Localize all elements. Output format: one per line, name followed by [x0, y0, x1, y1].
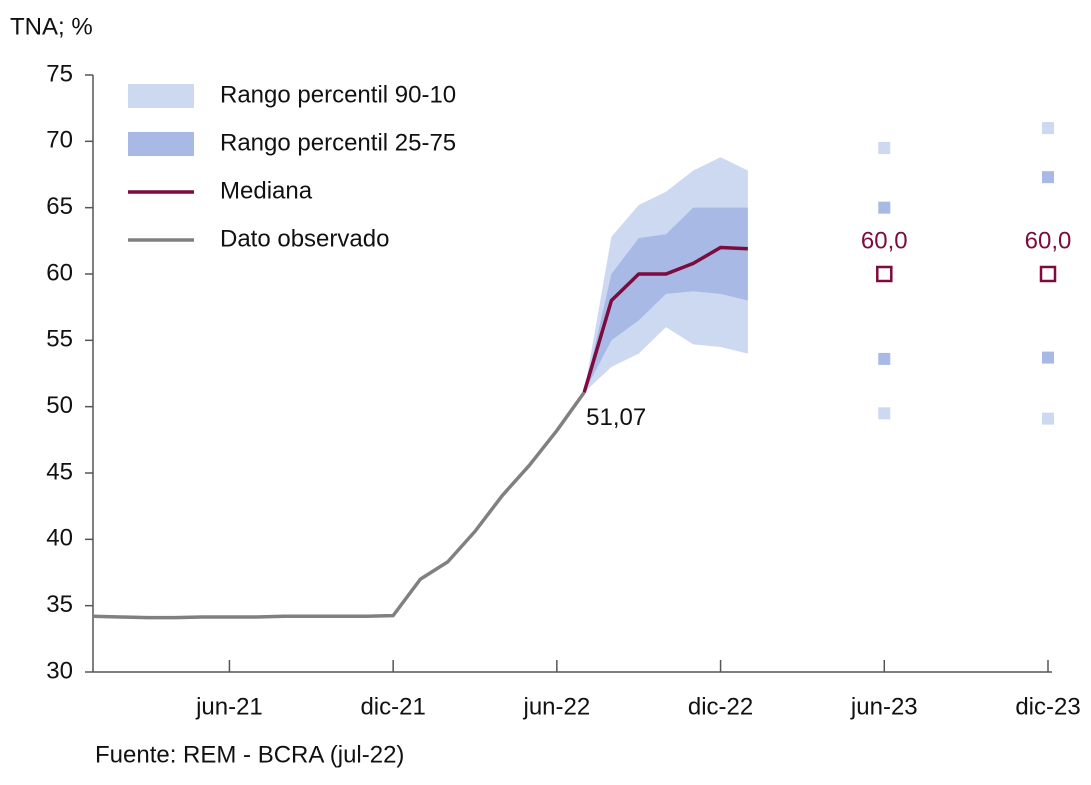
y-tick-label: 65: [46, 193, 73, 220]
x-tick-label: jun-21: [195, 693, 263, 720]
x-tick-label: jun-23: [850, 693, 918, 720]
y-tick-label: 75: [46, 60, 73, 87]
y-tick-label: 55: [46, 326, 73, 353]
legend-swatch: [128, 132, 194, 156]
median-label: 60,0: [1025, 227, 1072, 254]
y-tick-label: 70: [46, 127, 73, 154]
y-tick-label: 60: [46, 259, 73, 286]
source-note: Fuente: REM - BCRA (jul-22): [95, 741, 404, 768]
percentile-marker: [878, 352, 891, 365]
x-tick-label: jun-22: [522, 693, 590, 720]
legend-label: Rango percentil 25-75: [220, 129, 456, 156]
percentile-marker: [1042, 122, 1054, 135]
series-line: [92, 391, 586, 620]
y-tick-label: 40: [46, 525, 73, 552]
percentile-marker: [1042, 171, 1054, 184]
y-tick-label: 30: [46, 657, 73, 684]
x-tick-label: dic-23: [1015, 693, 1080, 720]
median-label: 60,0: [861, 227, 908, 254]
percentile-marker: [878, 407, 891, 420]
median-marker: [1039, 265, 1057, 283]
annotation: 51,07: [586, 404, 646, 431]
legend-label: Rango percentil 90-10: [220, 81, 456, 108]
percentile-marker: [1042, 351, 1054, 364]
median-marker: [876, 265, 893, 283]
x-tick-label: dic-22: [688, 693, 753, 720]
percentile-marker: [1042, 412, 1054, 425]
percentile-marker: [878, 201, 891, 214]
x-tick-label: dic-21: [360, 693, 425, 720]
percentile-marker: [878, 141, 891, 154]
legend-label: Dato observado: [220, 225, 389, 252]
series-line: [582, 245, 748, 393]
y-tick-label: 35: [46, 591, 73, 618]
y-tick-label: 50: [46, 392, 73, 419]
legend-label: Mediana: [220, 177, 313, 204]
y-tick-label: 45: [46, 458, 73, 485]
y-axis-label: TNA; %: [10, 13, 93, 40]
legend-swatch: [128, 84, 194, 108]
